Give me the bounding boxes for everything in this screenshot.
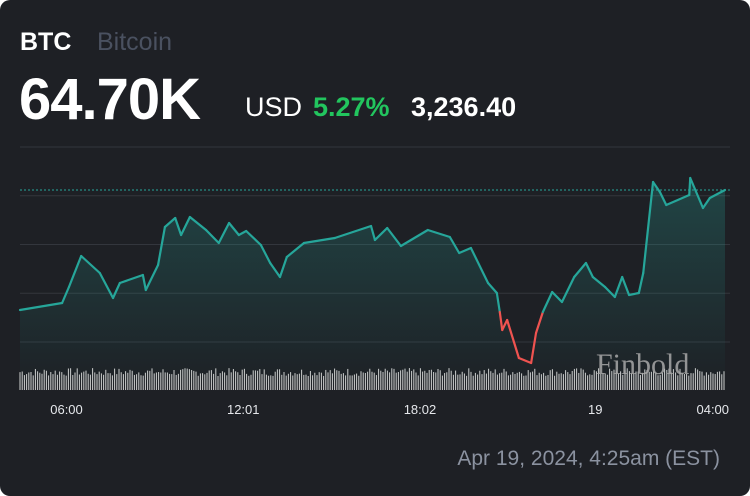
price-segment — [373, 226, 389, 242]
price-segment — [369, 224, 377, 242]
price-segment — [701, 196, 711, 210]
price-segment — [689, 176, 705, 210]
price-segment — [530, 331, 538, 365]
price-segment — [141, 273, 147, 292]
price-segment — [642, 180, 655, 275]
timestamp: Apr 19, 2024, 4:25am (EST) — [457, 447, 720, 470]
price-segment — [269, 261, 282, 279]
price-segment — [603, 285, 616, 299]
price-segment — [426, 228, 451, 239]
price-segment — [302, 236, 336, 245]
price-segment — [534, 310, 544, 335]
change-absolute: 3,236.40 — [411, 92, 517, 122]
price-segment — [517, 356, 533, 365]
asset-name: Bitcoin — [97, 28, 173, 56]
price-chart[interactable]: Finbold 06:00 12:01 18:02 19 04:00 — [0, 0, 750, 440]
price-segment — [333, 224, 373, 240]
price-segment — [237, 229, 248, 237]
price-segment — [118, 273, 144, 285]
price-segment — [448, 235, 461, 255]
price-segment — [495, 291, 501, 314]
price-segment — [573, 261, 588, 279]
price-line — [18, 176, 727, 365]
price-segment — [163, 216, 177, 229]
price-segment — [259, 243, 272, 265]
price-segment — [665, 193, 691, 207]
x-tick-label: 12:01 — [227, 402, 260, 417]
price-segment — [188, 215, 208, 232]
price-segment — [584, 261, 594, 279]
price-segment — [144, 263, 160, 292]
price-segment — [399, 228, 429, 248]
price-segment — [278, 255, 288, 279]
price-segment — [217, 221, 231, 245]
price-segment — [498, 310, 504, 332]
price-segment — [469, 246, 490, 285]
price-segment — [541, 290, 554, 314]
price-segment — [80, 254, 101, 275]
price-segment — [98, 271, 115, 300]
price-segment — [67, 254, 83, 289]
price-segment — [560, 275, 576, 304]
x-tick-label: 04:00 — [696, 402, 729, 417]
price-segment — [688, 176, 692, 197]
price-segment — [627, 291, 640, 297]
price-area — [20, 178, 725, 390]
x-tick-label: 06:00 — [50, 402, 83, 417]
price-segment — [501, 318, 509, 332]
price-segment — [61, 285, 71, 305]
price-segment — [111, 281, 121, 300]
x-axis-ticks: 06:00 12:01 18:02 19 04:00 — [50, 402, 729, 417]
price-segment — [458, 246, 473, 255]
price-segment — [708, 188, 727, 200]
ticker-symbol: BTC — [20, 28, 72, 56]
price-segment — [245, 229, 262, 247]
price-segment — [637, 271, 645, 295]
price-segment — [174, 216, 183, 237]
price-segment — [621, 275, 631, 297]
price-segment — [386, 226, 402, 248]
watermark: Finbold — [596, 348, 689, 381]
price-segment — [613, 275, 624, 299]
price-segment — [591, 275, 607, 289]
price-segment — [486, 281, 498, 295]
price-segment — [156, 225, 167, 267]
price-segment — [651, 180, 661, 194]
currency: USD — [245, 92, 303, 122]
price-segment — [551, 290, 564, 304]
price-segment — [18, 301, 64, 312]
price-segment — [227, 221, 240, 237]
change-percent: 5.27% — [313, 92, 390, 122]
x-tick-label: 18:02 — [404, 402, 437, 417]
price-segment — [179, 215, 191, 237]
x-tick-label: 19 — [588, 402, 602, 417]
price-segment — [204, 228, 220, 245]
price-segment — [285, 241, 306, 259]
price-segment — [506, 318, 520, 360]
price-segment — [658, 190, 668, 207]
current-price: 64.70K — [19, 67, 201, 132]
